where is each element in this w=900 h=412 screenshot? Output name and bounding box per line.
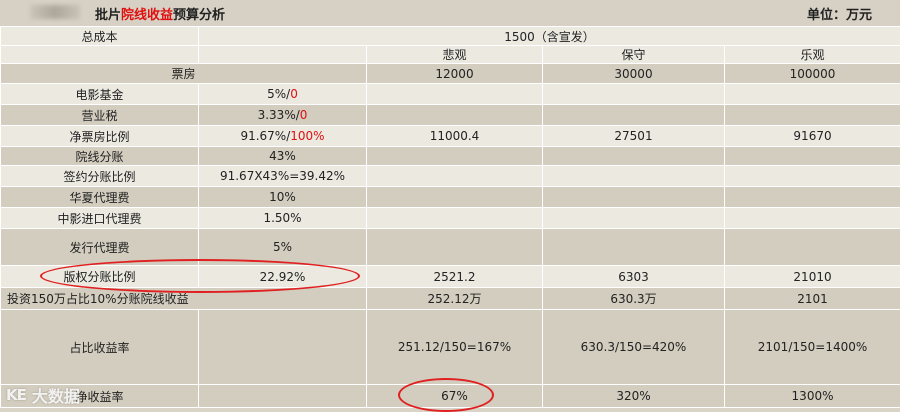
row-label: 发行代理费: [0, 228, 199, 266]
blurred-logo: [30, 5, 80, 19]
row-value: 251.12/150=167%: [366, 309, 543, 385]
title-bar: 批片院线收益预算分析 单位：万元: [0, 0, 900, 27]
row-label: 版权分账比例: [0, 265, 199, 288]
row-rate: 10%: [198, 186, 367, 208]
watermark: KE 大数据: [6, 382, 126, 408]
table-row: 中影进口代理费 1.50%: [0, 207, 900, 229]
table-row: 营业税 3.33%/0: [0, 104, 900, 126]
row-label: 投资150万占比10%分账院线收益: [0, 287, 367, 310]
table-row: 电影基金 5%/0: [0, 83, 900, 105]
row-rate: 5%: [198, 228, 367, 266]
watermark-text: 大数据: [31, 387, 80, 406]
table-row: 签约分账比例 91.67X43%=39.42%: [0, 165, 900, 187]
row-label: 净收益率: [0, 384, 199, 408]
table-row: 占比收益率 251.12/150=167% 630.3/150=420% 210…: [0, 309, 900, 385]
box-office-conservative: 30000: [542, 63, 725, 84]
row-rate: 22.92%: [198, 265, 367, 288]
scenario-conservative: 保守: [542, 45, 725, 64]
table-row: 净票房比例 91.67%/100% 11000.4 27501 91670: [0, 125, 900, 147]
row-value: 2101: [723, 287, 900, 310]
row-value: 320%: [542, 384, 725, 408]
row-value: 1300%: [723, 384, 900, 408]
row-label: 签约分账比例: [0, 165, 199, 187]
table-row: 投资150万占比10%分账院线收益 252.12万 630.3万 2101: [0, 287, 900, 310]
row-value: 2521.2: [366, 265, 543, 288]
row-label: 营业税: [0, 104, 199, 126]
row-rate: 3.33%/0: [198, 104, 367, 126]
watermark-logo-icon: KE: [6, 386, 27, 404]
row-label: 华夏代理费: [0, 186, 199, 208]
row-value: 67%: [366, 384, 543, 408]
sheet-title: 批片院线收益预算分析: [95, 4, 225, 23]
budget-table: 总成本 1500（含宣发） 悲观 保守 乐观 票房 12000 30000 10…: [0, 26, 900, 408]
row-value: 630.3/150=420%: [542, 309, 725, 385]
table-row: 票房 12000 30000 100000: [0, 63, 900, 84]
row-rate: 5%/0: [198, 83, 367, 105]
scenario-optimistic: 乐观: [723, 45, 900, 64]
table-row: 净收益率 67% 320% 1300%: [0, 384, 900, 408]
row-value: 91670: [723, 125, 900, 147]
row-label: 电影基金: [0, 83, 199, 105]
table-row: 华夏代理费 10%: [0, 186, 900, 208]
row-rate: 91.67X43%=39.42%: [198, 165, 367, 187]
title-suffix: 预算分析: [173, 8, 226, 23]
table-row: 版权分账比例 22.92% 2521.2 6303 21010: [0, 265, 900, 288]
scenario-pessimistic: 悲观: [366, 45, 543, 64]
row-value: 252.12万: [366, 287, 543, 310]
row-label: 中影进口代理费: [0, 207, 199, 229]
table-row: 院线分账 43%: [0, 146, 900, 166]
title-highlight: 院线收益: [121, 8, 174, 23]
row-value: 11000.4: [366, 125, 543, 147]
title-prefix: 批片: [95, 8, 122, 23]
row-value: 27501: [542, 125, 725, 147]
table-row: 发行代理费 5%: [0, 228, 900, 266]
row-label: 净票房比例: [0, 125, 199, 147]
row-value: 21010: [723, 265, 900, 288]
table-row: 总成本 1500（含宣发）: [0, 26, 900, 46]
total-cost-label: 总成本: [0, 26, 199, 46]
row-value: 630.3万: [542, 287, 725, 310]
box-office-optimistic: 100000: [723, 63, 900, 84]
total-cost-value: 1500（含宣发）: [197, 26, 900, 46]
box-office-pessimistic: 12000: [366, 63, 543, 84]
row-rate: 1.50%: [198, 207, 367, 229]
row-value: 6303: [542, 265, 725, 288]
row-rate: 43%: [198, 146, 367, 166]
box-office-label: 票房: [0, 63, 367, 84]
row-rate: 91.67%/100%: [198, 125, 367, 147]
table-row: 悲观 保守 乐观: [0, 45, 900, 64]
unit-label: 单位：万元: [806, 8, 872, 23]
row-label: 院线分账: [0, 146, 199, 166]
row-value: 2101/150=1400%: [723, 309, 900, 385]
row-label: 占比收益率: [0, 309, 199, 385]
